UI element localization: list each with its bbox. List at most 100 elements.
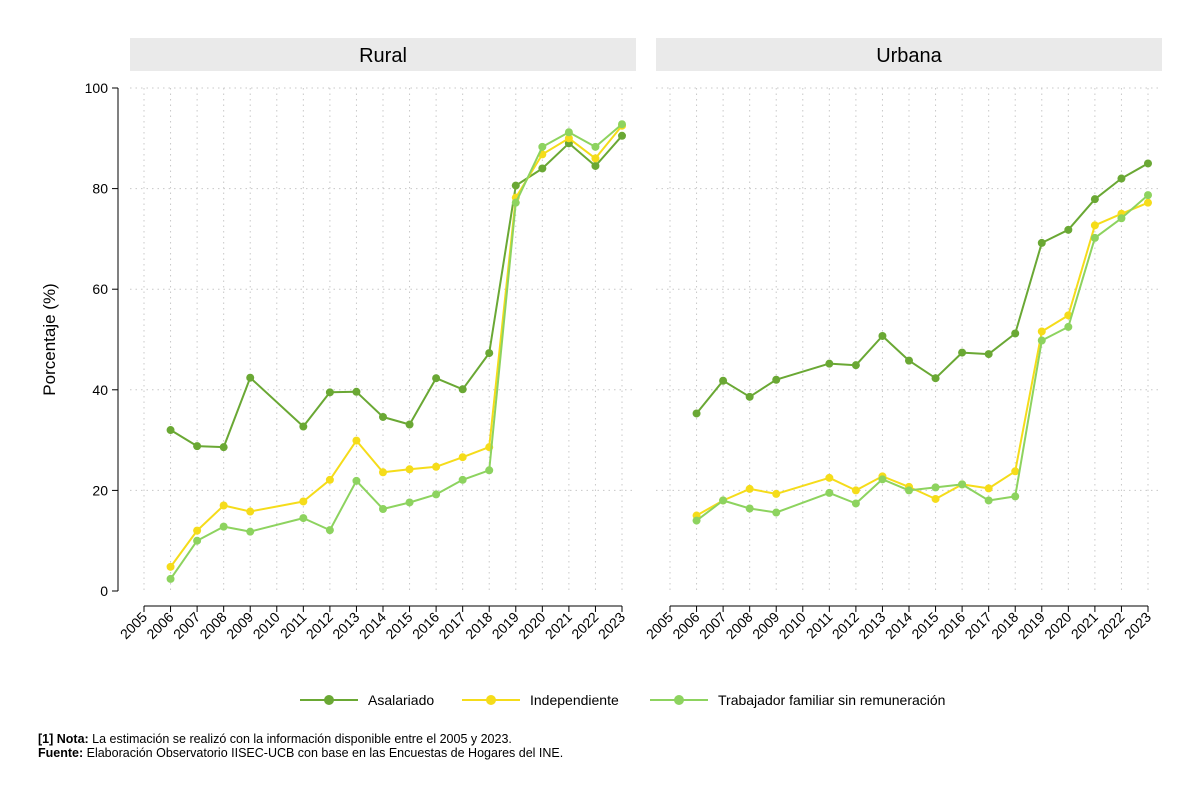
data-point <box>825 359 834 368</box>
x-tick-label: 2011 <box>277 609 310 642</box>
x-tick-label: 2020 <box>1041 609 1074 642</box>
data-point <box>825 473 834 482</box>
data-point <box>618 120 626 129</box>
data-point <box>193 536 202 545</box>
x-tick-label: 2021 <box>1068 609 1101 642</box>
data-point <box>193 526 202 535</box>
panel-title: Urbana <box>876 45 942 67</box>
data-point <box>352 476 361 485</box>
series-line <box>170 135 623 449</box>
data-point <box>931 483 940 492</box>
data-point <box>485 466 494 475</box>
x-tick-label: 2017 <box>961 609 994 642</box>
x-tick-label: 2014 <box>356 609 389 642</box>
data-point <box>405 498 414 507</box>
x-tick-label: 2007 <box>696 609 729 642</box>
data-point <box>1117 174 1126 183</box>
data-point <box>1037 238 1046 247</box>
data-point <box>458 385 467 394</box>
data-point <box>458 453 467 462</box>
x-tick-label: 2011 <box>803 609 836 642</box>
data-point <box>984 496 993 505</box>
data-point <box>851 499 860 508</box>
data-point <box>219 501 228 510</box>
x-tick-label: 2008 <box>196 609 229 642</box>
data-point <box>299 422 308 431</box>
data-point <box>511 181 520 190</box>
data-point <box>1090 195 1099 204</box>
data-point <box>458 475 467 484</box>
legend-label-independiente: Independiente <box>530 692 619 708</box>
x-tick-label: 2010 <box>776 609 809 642</box>
data-point <box>325 388 334 397</box>
data-point <box>825 488 834 497</box>
data-point <box>166 426 175 435</box>
data-point <box>984 350 993 359</box>
legend: Asalariado Independiente Trabajador fami… <box>0 686 1200 714</box>
x-tick-label: 2014 <box>882 609 915 642</box>
data-point <box>591 154 600 163</box>
data-point <box>772 508 781 517</box>
data-point <box>719 376 728 385</box>
data-point <box>325 475 334 484</box>
x-tick-label: 2013 <box>855 609 888 642</box>
data-point <box>1117 214 1126 223</box>
x-tick-label: 2009 <box>749 609 782 642</box>
data-point <box>1144 191 1152 200</box>
line-chart: Porcentaje (%)020406080100Rural200520062… <box>40 38 1162 642</box>
data-point <box>379 505 387 514</box>
y-tick-label: 0 <box>100 583 108 599</box>
data-point <box>851 361 860 370</box>
data-point <box>905 486 913 495</box>
data-point <box>772 375 781 384</box>
y-axis-label: Porcentaje (%) <box>40 283 59 395</box>
panel-title: Rural <box>359 45 407 67</box>
data-point <box>692 516 701 525</box>
x-tick-label: 2015 <box>908 609 941 642</box>
data-point <box>1011 467 1020 476</box>
data-point <box>618 131 626 140</box>
legend-swatch-independiente <box>462 693 520 707</box>
data-point <box>745 484 754 493</box>
x-tick-label: 2005 <box>643 609 676 642</box>
y-tick-label: 100 <box>85 80 109 96</box>
data-point <box>591 142 600 151</box>
series-line <box>169 125 623 568</box>
data-point <box>1037 327 1046 336</box>
data-point <box>405 465 414 474</box>
data-point <box>931 374 940 383</box>
panel-strip <box>130 38 636 71</box>
data-point <box>564 134 573 143</box>
data-point <box>299 497 308 506</box>
x-tick-label: 2016 <box>935 609 968 642</box>
data-point <box>692 409 701 418</box>
data-point <box>219 443 228 452</box>
data-point <box>511 198 520 207</box>
x-tick-label: 2019 <box>1015 609 1048 642</box>
x-tick-label: 2012 <box>829 609 862 642</box>
fuente-label: Fuente: <box>38 746 84 760</box>
data-point <box>1090 233 1099 242</box>
data-point <box>1064 322 1073 331</box>
nota-label: [1] Nota: <box>38 732 89 746</box>
x-tick-label: 2006 <box>143 609 176 642</box>
data-point <box>958 480 967 489</box>
data-point <box>379 412 387 421</box>
x-tick-label: 2007 <box>170 609 203 642</box>
data-point <box>246 373 255 382</box>
x-tick-label: 2009 <box>223 609 256 642</box>
data-point <box>166 562 175 571</box>
data-point <box>246 507 255 516</box>
data-point <box>1011 329 1020 338</box>
data-point <box>1011 492 1020 501</box>
y-tick-label: 40 <box>92 382 108 398</box>
data-point <box>166 574 175 583</box>
x-tick-label: 2013 <box>329 609 362 642</box>
series-line <box>169 123 623 580</box>
data-point <box>564 128 573 137</box>
y-tick-label: 80 <box>92 181 108 197</box>
legend-swatch-asalariado <box>300 693 358 707</box>
x-tick-label: 2022 <box>568 609 601 642</box>
panel-strip <box>656 38 1162 71</box>
data-point <box>878 475 887 484</box>
